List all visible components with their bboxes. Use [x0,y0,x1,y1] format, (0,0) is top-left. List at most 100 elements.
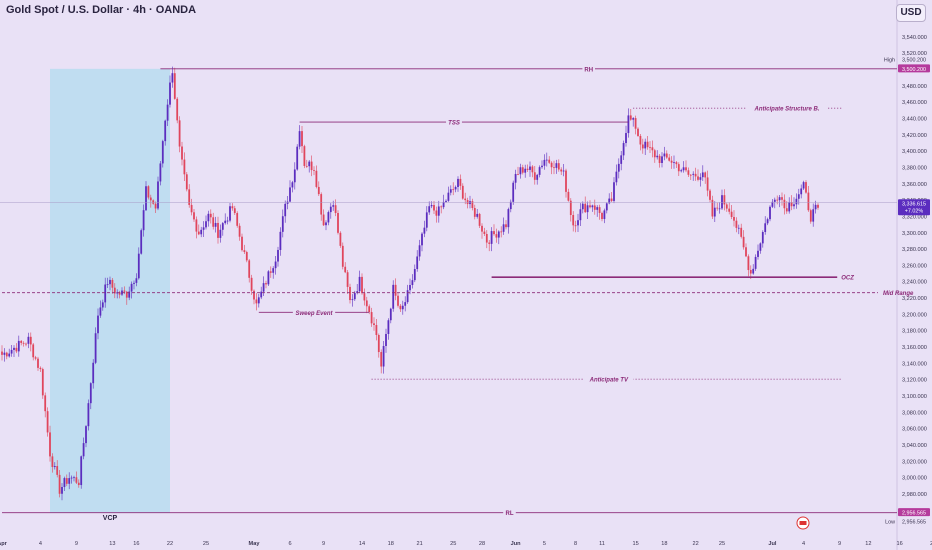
candle-body [106,284,109,286]
candle-body [238,225,241,237]
y-tick-label: 3,460.000 [902,100,927,106]
candle-body [466,200,469,205]
candle-body [243,250,246,253]
candle-body [130,283,133,292]
candle-body [368,306,371,313]
vcp-box [50,68,170,513]
candle-body [236,213,239,226]
candle-body [476,213,479,217]
candles-group [1,66,819,501]
price-tag-change: +7.02% [905,209,924,215]
candle-body [262,283,265,292]
candle-body [673,162,675,164]
candle-body [104,284,107,303]
candle-body [166,104,169,121]
y-tick-label: 3,000.000 [902,476,927,482]
candle-body [49,432,51,457]
candle-body [778,197,781,201]
candle-body [459,178,462,186]
price-tag [898,199,930,216]
currency-button[interactable]: USD [896,4,926,22]
candle-body [353,293,356,300]
candle-body [697,176,699,180]
candle-body [341,245,344,267]
x-tick-label: 25 [450,541,456,547]
candle-body [433,205,435,211]
x-tick-label: 16 [896,541,902,547]
candle-body [169,82,171,105]
candle-body [250,277,253,291]
candle-body [620,155,623,164]
x-tick-label: 9 [322,541,325,547]
level-label-sweep-event: Sweep Event [295,311,333,317]
candle-body [85,426,87,444]
candle-body [164,120,167,142]
y-tick-label: 3,320.000 [902,214,927,220]
candle-body [488,242,491,244]
candle-body [140,230,143,254]
candle-body [500,231,503,233]
candle-body [572,215,575,226]
candle-body [358,276,361,292]
x-tick-label: 22 [167,541,173,547]
candle-body [637,128,639,136]
candle-body [757,250,759,257]
candle-body [58,474,61,494]
candle-body [634,118,637,129]
candle-body [205,221,207,228]
candle-body [313,170,315,171]
candle-body [766,219,769,224]
candle-body [380,352,383,367]
candle-body [260,291,263,298]
price-axis-bg [897,0,932,550]
candle-body [512,182,515,202]
candle-body [639,135,642,145]
candle-body [759,243,762,251]
candle-body [423,227,426,234]
candle-body [622,143,625,156]
high-value-label: 3,500.200 [902,57,926,63]
candle-body [593,205,596,210]
candle-body [754,256,757,269]
candle-body [610,198,613,201]
candle-body [788,202,791,212]
candle-body [536,174,539,180]
candle-body [193,212,195,220]
candle-body [699,177,702,180]
candle-body [716,207,719,209]
candle-body [27,336,30,344]
price-tag [898,64,930,73]
candle-body [509,201,512,210]
candle-body [356,291,359,294]
y-tick-label: 3,220.000 [902,296,927,302]
y-tick-label: 3,240.000 [902,280,927,286]
candle-body [159,163,162,182]
candle-body [629,115,632,120]
candle-body [176,98,179,121]
candle-body [351,299,354,301]
candle-body [265,283,267,285]
x-tick-label: 25 [203,541,209,547]
candle-body [397,295,399,306]
candle-body [709,190,711,200]
x-tick-label: 28 [479,541,485,547]
candle-body [550,162,553,168]
candle-body [389,308,392,321]
candle-body [188,189,191,205]
candle-body [814,204,817,210]
x-tick-label: 16 [133,541,139,547]
x-tick-label: 4 [802,541,805,547]
candle-body [665,153,668,158]
candle-body [625,133,627,144]
candle-body [337,213,339,233]
candle-body [577,220,579,226]
candle-body [526,168,529,170]
candle-body [375,325,378,336]
candle-body [68,478,71,484]
candle-body [10,349,13,354]
candle-body [747,256,750,271]
level-label-tss: TSS [448,121,460,127]
candle-body [704,172,707,178]
candle-body [485,233,488,243]
